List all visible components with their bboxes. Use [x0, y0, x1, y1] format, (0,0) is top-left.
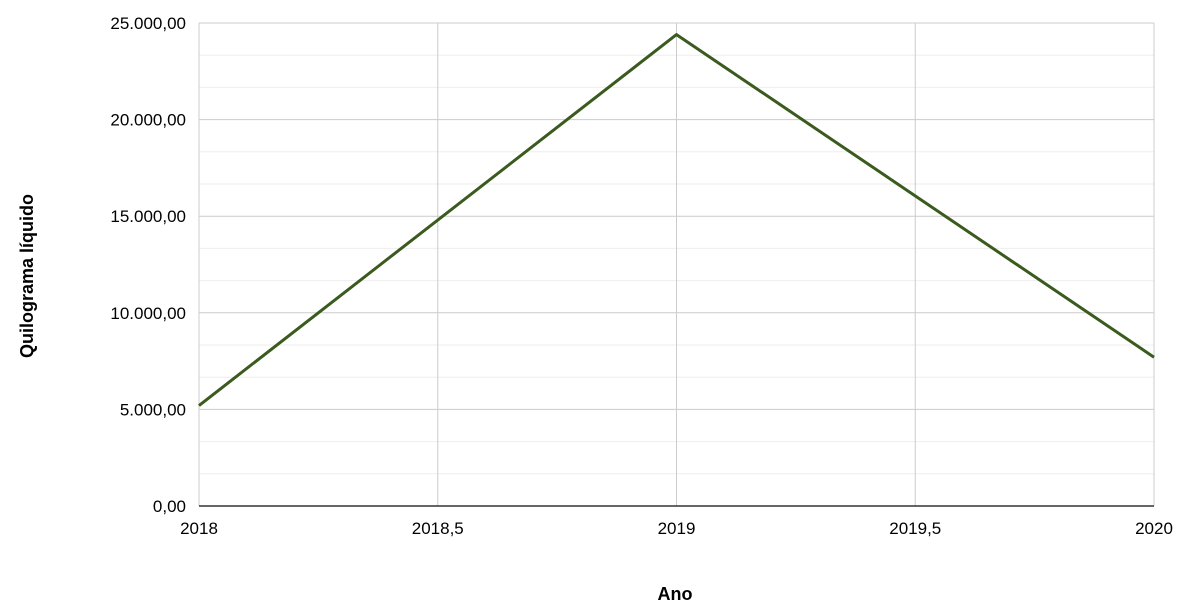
grid	[198, 22, 1155, 506]
x-axis-title: Ano	[658, 584, 693, 604]
x-tick-label: 2020	[1135, 519, 1173, 538]
y-tick-label: 25.000,00	[110, 14, 186, 33]
x-tick-label: 2018	[180, 519, 218, 538]
y-tick-label: 20.000,00	[110, 111, 186, 130]
x-tick-label: 2018,5	[412, 519, 464, 538]
x-tick-label: 2019,5	[889, 519, 941, 538]
y-axis-title: Quilograma líquido	[17, 194, 37, 358]
x-tick-label: 2019	[658, 519, 696, 538]
y-tick-label: 5.000,00	[120, 400, 186, 419]
y-tick-label: 15.000,00	[110, 207, 186, 226]
y-tick-label: 10.000,00	[110, 304, 186, 323]
tick-labels: 0,00 5.000,00 10.000,00 15.000,00 20.000,00 2…	[110, 14, 1173, 538]
series-layer	[198, 33, 1155, 407]
y-tick-label: 0,00	[153, 497, 186, 516]
series-line	[198, 33, 1155, 407]
